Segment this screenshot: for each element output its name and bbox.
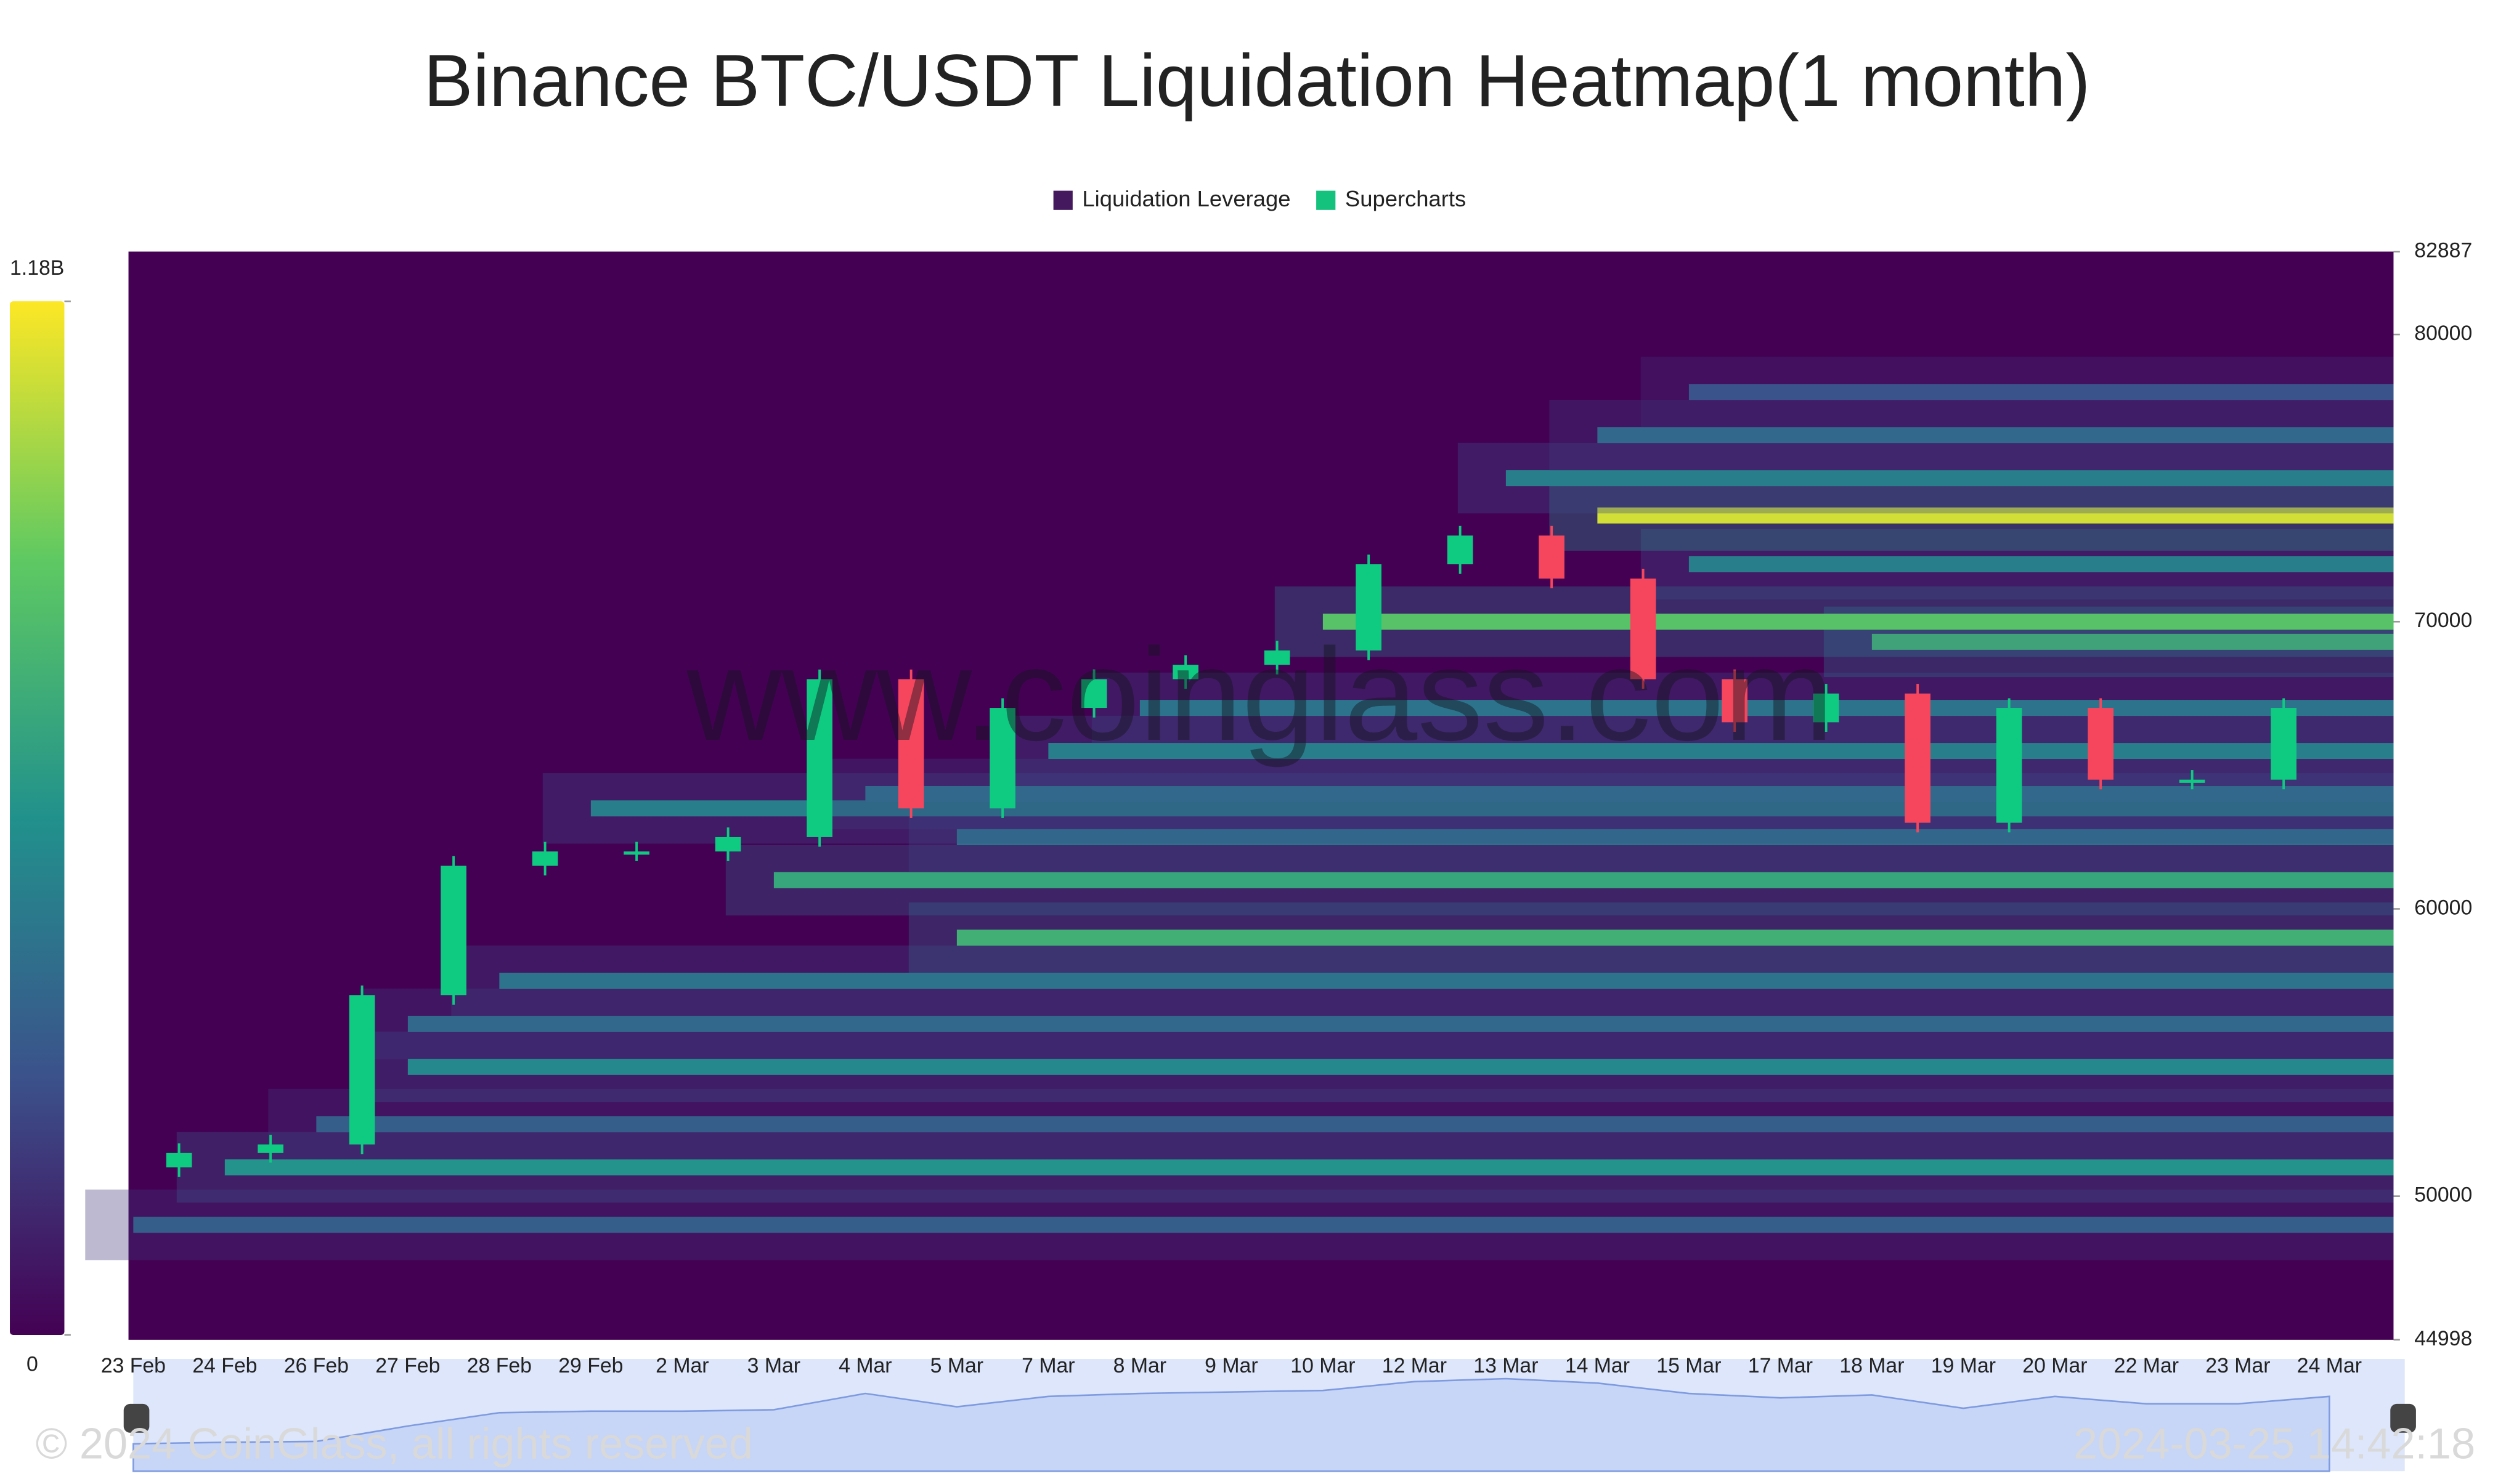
liquidation-level	[1688, 384, 2394, 400]
liquidation-level	[590, 800, 2394, 817]
x-tick-label: 29 Feb	[558, 1354, 623, 1377]
x-tick-label: 3 Mar	[747, 1354, 800, 1377]
candle	[1813, 693, 1839, 723]
y-tick-label: 82887	[2414, 238, 2472, 262]
liquidation-level	[407, 1058, 2394, 1075]
x-tick-label: 18 Mar	[1839, 1354, 1904, 1377]
candle	[2271, 708, 2296, 780]
candle	[349, 995, 375, 1145]
legend-label: Supercharts	[1345, 186, 1466, 211]
y-tick-label: 80000	[2414, 322, 2472, 345]
liquidation-level	[956, 829, 2394, 845]
liquidation-level	[316, 1116, 2394, 1133]
candle	[715, 837, 741, 852]
legend-label: Liquidation Leverage	[1082, 186, 1290, 211]
candle	[1630, 578, 1656, 679]
liquidation-level	[224, 1159, 2394, 1176]
candle	[1356, 564, 1381, 651]
x-tick-label: 20 Mar	[2022, 1354, 2087, 1377]
candle	[1264, 650, 1290, 665]
candle	[258, 1144, 283, 1153]
x-tick-label: 5 Mar	[930, 1354, 983, 1377]
candle	[1081, 679, 1107, 708]
candle	[898, 679, 924, 809]
colorbar-label: 1.18B	[10, 256, 64, 280]
x-tick-label: 8 Mar	[1113, 1354, 1166, 1377]
x-tick-label: 14 Mar	[1565, 1354, 1630, 1377]
y-tick-label: 60000	[2414, 896, 2472, 919]
x-tick-label: 4 Mar	[839, 1354, 892, 1377]
liquidation-level	[407, 1015, 2394, 1032]
liquidation-level	[1322, 614, 2394, 630]
candle	[1722, 679, 1747, 723]
x-tick-label: 19 Mar	[1931, 1354, 1996, 1377]
candle	[441, 866, 466, 995]
x-tick-label: 24 Mar	[2297, 1354, 2362, 1377]
x-tick-label: 28 Feb	[467, 1354, 532, 1377]
y-tick-label: 44998	[2414, 1327, 2472, 1350]
x-tick-label: 13 Mar	[1473, 1354, 1538, 1377]
legend-swatch	[1053, 190, 1073, 210]
navigator-area	[132, 1377, 2330, 1472]
y-tick-label: 50000	[2414, 1183, 2472, 1207]
x-tick-label: 7 Mar	[1022, 1354, 1075, 1377]
copyright: © 2024 CoinGlass, all rights reserved	[36, 1419, 753, 1468]
candle	[532, 851, 558, 866]
y-tick-label: 70000	[2414, 609, 2472, 632]
liquidation-level	[1597, 427, 2394, 444]
x-tick-label: 15 Mar	[1656, 1354, 1721, 1377]
nav-handle	[2390, 1403, 2416, 1433]
liquidation-level	[1871, 633, 2394, 650]
x-tick-label: 12 Mar	[1382, 1354, 1447, 1377]
candle	[166, 1153, 192, 1168]
colorbar	[10, 301, 65, 1336]
candle	[1996, 708, 2022, 823]
candle	[624, 851, 649, 855]
liquidation-level	[1597, 507, 2394, 524]
x-tick-label: 22 Mar	[2114, 1354, 2179, 1377]
candle	[1539, 535, 1564, 579]
candle	[2088, 708, 2113, 780]
candle	[990, 708, 1015, 809]
x-tick-label: 10 Mar	[1290, 1354, 1355, 1377]
x-tick-label: 27 Feb	[375, 1354, 440, 1377]
nav-handle	[123, 1403, 150, 1433]
candle	[1447, 535, 1473, 565]
liquidation-level	[133, 1217, 2394, 1233]
liquidation-level	[865, 785, 2394, 802]
x-tick-label: 9 Mar	[1205, 1354, 1258, 1377]
liquidation-level	[1505, 470, 2394, 487]
x-tick-label: 26 Feb	[284, 1354, 349, 1377]
liquidation-level	[1048, 743, 2394, 760]
colorbar-label: 0	[26, 1352, 38, 1376]
timestamp: 2024-03-25 14:42:18	[2073, 1419, 2475, 1468]
liquidation-level	[773, 872, 2394, 888]
chart-title: Binance BTC/USDT Liquidation Heatmap(1 m…	[424, 40, 2091, 122]
candle	[807, 679, 832, 837]
x-tick-label: 24 Feb	[192, 1354, 257, 1377]
candle	[1905, 693, 1930, 823]
candle	[1173, 665, 1198, 679]
x-tick-label: 23 Mar	[2205, 1354, 2270, 1377]
x-tick-label: 17 Mar	[1748, 1354, 1813, 1377]
liquidation-level	[956, 930, 2394, 946]
liquidation-level	[1688, 556, 2394, 573]
x-tick-label: 23 Feb	[101, 1354, 166, 1377]
legend-swatch	[1316, 190, 1336, 210]
liquidation-level	[1139, 700, 2394, 716]
candle	[2179, 779, 2205, 783]
x-tick-label: 2 Mar	[656, 1354, 709, 1377]
liquidation-level	[499, 972, 2394, 989]
watermark: www.coinglass.com	[686, 622, 1834, 768]
